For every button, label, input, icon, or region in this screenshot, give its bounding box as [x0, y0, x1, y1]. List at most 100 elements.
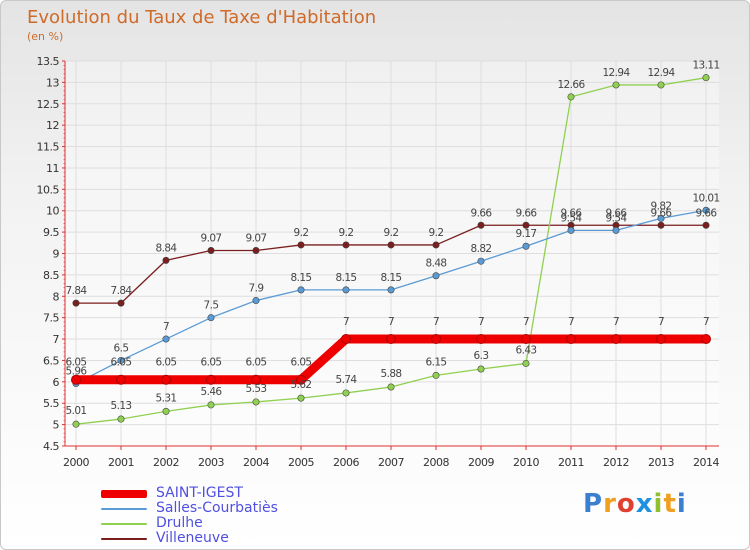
x-tick-label: 2014 — [693, 456, 719, 469]
y-tick-label: 8.5 — [43, 269, 59, 282]
data-label: 8.48 — [426, 258, 447, 270]
data-label: 9.2 — [429, 227, 444, 239]
y-tick-label: 4.5 — [43, 440, 59, 453]
y-tick-label: 12 — [46, 119, 59, 132]
legend-swatch — [101, 538, 147, 540]
data-point — [387, 286, 395, 294]
data-point — [432, 241, 440, 249]
data-label: 7 — [163, 321, 169, 333]
data-label: 7 — [568, 316, 574, 328]
y-tick-label: 11 — [46, 162, 59, 175]
data-label: 9.66 — [516, 207, 538, 219]
legend-label: Drulhe — [156, 515, 203, 531]
data-label: 6.05 — [111, 357, 132, 369]
data-point — [342, 389, 350, 397]
data-label: 5.62 — [291, 379, 312, 391]
data-label: 9.66 — [696, 207, 718, 219]
x-tick-label: 2000 — [63, 456, 89, 469]
data-point — [161, 374, 171, 385]
x-tick-label: 2010 — [513, 456, 539, 469]
data-label: 9.66 — [471, 207, 493, 219]
y-tick-label: 13 — [46, 76, 59, 89]
data-point — [477, 221, 485, 229]
data-point — [387, 241, 395, 249]
y-tick-label: 7.5 — [43, 312, 59, 325]
data-label: 8.15 — [336, 272, 357, 284]
data-label: 8.84 — [156, 242, 178, 254]
data-point — [522, 242, 530, 250]
data-label: 9.07 — [201, 233, 222, 245]
data-label: 6.05 — [246, 357, 267, 369]
data-point — [566, 334, 576, 345]
legend-label: Villeneuve — [156, 530, 229, 546]
data-point — [71, 374, 81, 385]
data-point — [252, 247, 260, 255]
data-point — [522, 359, 530, 367]
y-tick-label: 5 — [53, 419, 60, 432]
x-tick-label: 2013 — [648, 456, 674, 469]
data-label: 10.01 — [692, 192, 719, 204]
data-point — [612, 81, 620, 89]
data-label: 13.11 — [692, 60, 719, 72]
x-tick-label: 2002 — [153, 456, 179, 469]
data-point — [521, 334, 531, 345]
data-label: 9.17 — [516, 228, 537, 240]
data-label: 5.88 — [381, 368, 402, 380]
data-point — [252, 297, 260, 305]
data-label: 6.05 — [291, 357, 312, 369]
data-label: 8.15 — [381, 272, 402, 284]
chart-unit-label: (en %) — [27, 30, 64, 43]
data-label: 7.9 — [249, 283, 264, 295]
y-tick-label: 12.5 — [37, 98, 60, 111]
data-label: 7 — [523, 316, 529, 328]
legend-swatch — [101, 490, 147, 498]
data-point — [72, 420, 80, 428]
data-label: 9.54 — [606, 212, 628, 224]
data-point — [117, 299, 125, 307]
chart-title: Evolution du Taux de Taxe d'Habitation — [27, 7, 377, 28]
data-label: 7.84 — [111, 285, 133, 297]
data-point — [476, 334, 486, 345]
data-label: 7 — [613, 316, 619, 328]
data-label: 9.66 — [651, 207, 673, 219]
data-point — [702, 74, 710, 82]
x-tick-label: 2007 — [378, 456, 404, 469]
data-point — [477, 257, 485, 265]
data-point — [117, 356, 125, 364]
data-point — [72, 299, 80, 307]
data-point — [251, 374, 261, 385]
data-label: 6.05 — [66, 357, 87, 369]
data-label: 7 — [478, 316, 484, 328]
data-point — [657, 81, 665, 89]
data-point — [387, 383, 395, 391]
data-label: 5.01 — [66, 405, 87, 417]
data-point — [297, 286, 305, 294]
data-label: 9.54 — [561, 212, 583, 224]
data-point — [567, 226, 575, 234]
data-label: 9.66 — [606, 207, 628, 219]
data-label: 8.82 — [471, 243, 492, 255]
data-point — [567, 93, 575, 101]
data-label: 6.15 — [426, 356, 447, 368]
legend-label: Salles-Courbatiès — [156, 500, 278, 516]
data-label: 6.05 — [156, 357, 177, 369]
data-label: 5.46 — [201, 386, 223, 398]
data-point — [207, 401, 215, 409]
data-point — [432, 371, 440, 379]
x-tick-label: 2003 — [198, 456, 224, 469]
brand-logo: Proxiti — [583, 489, 687, 519]
data-point — [386, 334, 396, 345]
x-tick-label: 2006 — [333, 456, 359, 469]
x-tick-label: 2005 — [288, 456, 314, 469]
data-point — [117, 415, 125, 423]
data-label: 9.2 — [339, 227, 354, 239]
data-point — [206, 374, 216, 385]
data-label: 8.15 — [291, 272, 312, 284]
data-point — [162, 256, 170, 264]
data-label: 5.74 — [336, 374, 358, 386]
data-point — [702, 221, 710, 229]
y-tick-label: 10 — [46, 205, 59, 218]
x-tick-label: 2001 — [108, 456, 134, 469]
data-point — [116, 374, 126, 385]
